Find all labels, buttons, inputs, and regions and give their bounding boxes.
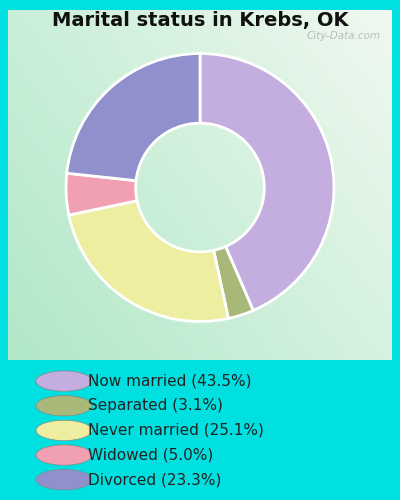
Circle shape [36, 371, 92, 391]
Wedge shape [214, 246, 253, 318]
Text: City-Data.com: City-Data.com [306, 31, 380, 41]
Text: Separated (3.1%): Separated (3.1%) [88, 398, 223, 413]
Text: Never married (25.1%): Never married (25.1%) [88, 423, 264, 438]
Wedge shape [69, 200, 228, 322]
Circle shape [36, 420, 92, 440]
Wedge shape [67, 54, 200, 180]
Circle shape [36, 470, 92, 490]
Wedge shape [66, 173, 137, 215]
Text: Divorced (23.3%): Divorced (23.3%) [88, 472, 221, 487]
Text: Now married (43.5%): Now married (43.5%) [88, 374, 252, 388]
Text: Widowed (5.0%): Widowed (5.0%) [88, 448, 213, 462]
Wedge shape [200, 54, 334, 310]
Text: Marital status in Krebs, OK: Marital status in Krebs, OK [52, 11, 348, 30]
Circle shape [36, 396, 92, 416]
Circle shape [36, 445, 92, 465]
